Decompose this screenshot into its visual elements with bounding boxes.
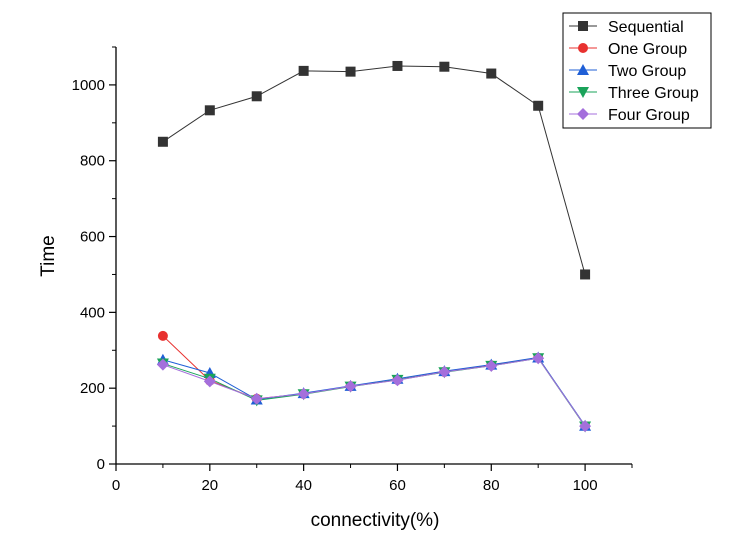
data-point xyxy=(297,387,310,400)
x-tick-label: 80 xyxy=(483,477,500,494)
legend-marker xyxy=(577,108,589,120)
y-tick-label: 0 xyxy=(97,456,105,473)
x-tick-label: 20 xyxy=(201,477,218,494)
y-tick-label: 200 xyxy=(80,380,105,397)
x-tick-label: 0 xyxy=(112,477,120,494)
y-axis-ticks: 0 200 400 600 800 1000 xyxy=(72,46,116,473)
legend-item: One Group xyxy=(569,41,687,58)
legend-item: Two Group xyxy=(569,63,686,80)
axes xyxy=(115,47,632,465)
data-point xyxy=(250,392,263,405)
data-point xyxy=(580,269,591,280)
series-line xyxy=(162,335,586,427)
legend-marker xyxy=(578,21,588,31)
series-four-group xyxy=(156,352,592,433)
y-axis-title: Time xyxy=(38,235,59,277)
series-two-group xyxy=(156,351,592,431)
legend: Sequential One Group Two Group Three Group F… xyxy=(562,12,712,129)
y-tick-label: 1000 xyxy=(72,77,105,94)
legend-item: Sequential xyxy=(569,19,684,36)
data-point xyxy=(532,352,545,365)
data-point xyxy=(156,358,169,371)
y-tick-label: 400 xyxy=(80,304,105,321)
data-point xyxy=(157,136,168,147)
series-line xyxy=(162,357,586,427)
data-point xyxy=(392,60,403,71)
data-point xyxy=(298,65,309,76)
legend-item: Three Group xyxy=(569,85,699,102)
series-sequential xyxy=(157,60,591,280)
x-tick-label: 60 xyxy=(389,477,406,494)
x-axis-ticks: 0 20 40 60 80 100 xyxy=(112,464,633,494)
legend-marker xyxy=(578,43,588,53)
x-axis-title: connectivity(%) xyxy=(311,510,440,531)
legend-label: One Group xyxy=(608,41,687,58)
data-point xyxy=(486,68,497,79)
data-point xyxy=(344,380,357,393)
x-tick-label: 40 xyxy=(295,477,312,494)
series-three-group xyxy=(156,353,592,433)
legend-marker xyxy=(577,64,589,75)
series-one-group xyxy=(157,330,591,432)
data-point xyxy=(485,359,498,372)
x-tick-label: 100 xyxy=(573,477,598,494)
legend-label: Three Group xyxy=(608,85,699,102)
series-line xyxy=(162,65,586,275)
data-point xyxy=(391,374,404,387)
data-point xyxy=(157,330,168,341)
legend-label: Four Group xyxy=(608,107,690,124)
data-point xyxy=(439,61,450,72)
data-point xyxy=(579,420,592,433)
y-tick-label: 800 xyxy=(80,153,105,170)
legend-label: Two Group xyxy=(608,63,686,80)
y-tick-label: 600 xyxy=(80,229,105,246)
legend-item: Four Group xyxy=(569,107,690,124)
legend-marker xyxy=(577,87,589,98)
series-line xyxy=(162,356,586,426)
data-point xyxy=(533,100,544,111)
data-point xyxy=(438,365,451,378)
legend-label: Sequential xyxy=(608,19,684,36)
data-point xyxy=(204,105,215,116)
data-point xyxy=(251,91,262,102)
data-point xyxy=(203,375,216,388)
series-layer xyxy=(156,60,592,433)
data-point xyxy=(345,66,356,77)
series-line xyxy=(162,357,586,427)
